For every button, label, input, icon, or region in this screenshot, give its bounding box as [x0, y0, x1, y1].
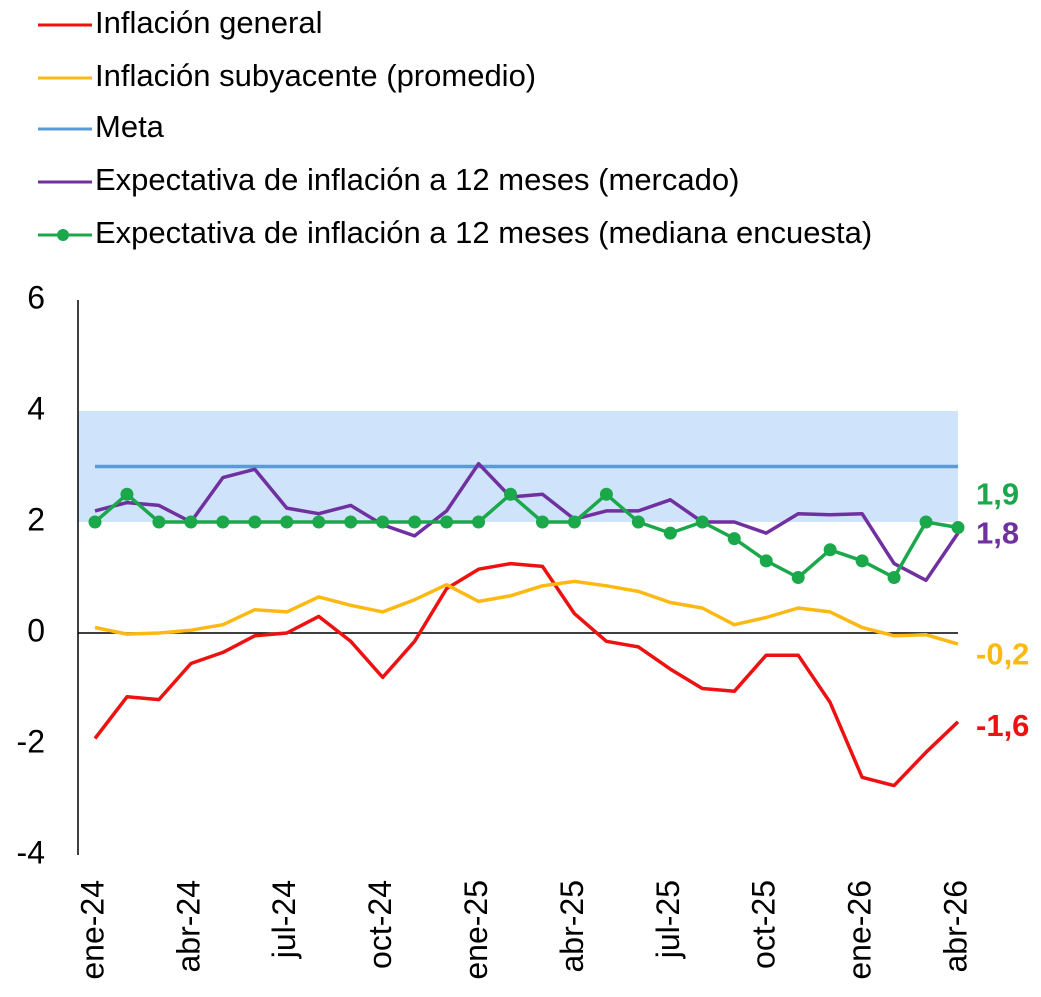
series-marker — [248, 515, 262, 529]
series-marker — [855, 554, 869, 568]
series-marker — [344, 515, 358, 529]
series-marker — [759, 554, 773, 568]
x-tick-label: abr-25 — [554, 880, 590, 973]
series-marker — [440, 515, 454, 529]
series-marker — [184, 515, 198, 529]
value-label: 1,9 — [976, 477, 1019, 512]
legend-label: Inflación subyacente (promedio) — [95, 58, 536, 93]
series-line — [93, 561, 960, 788]
series-marker — [216, 515, 230, 529]
y-tick-label: 2 — [27, 501, 45, 537]
series-marker — [472, 515, 486, 529]
series-marker — [152, 515, 166, 529]
series-marker — [535, 515, 549, 529]
series-marker — [727, 532, 741, 546]
y-tick-label: 4 — [27, 390, 45, 426]
series-marker — [823, 543, 837, 557]
legend-label: Expectativa de inflación a 12 meses (med… — [95, 215, 872, 250]
x-tick-label: jul-25 — [650, 880, 686, 959]
legend-label: Meta — [95, 109, 165, 144]
series-line — [94, 579, 959, 646]
series-marker — [599, 487, 613, 501]
series-marker — [695, 515, 709, 529]
y-tick-label: 6 — [27, 279, 45, 315]
x-tick-label: ene-24 — [74, 880, 110, 980]
series-marker — [88, 515, 102, 529]
series-marker — [887, 571, 901, 584]
series-marker — [631, 515, 645, 529]
x-tick-label: ene-25 — [458, 880, 494, 980]
series-marker — [312, 515, 326, 529]
y-tick-label: 0 — [27, 612, 45, 648]
series-marker — [280, 515, 294, 529]
y-tick-label: -2 — [17, 723, 45, 759]
y-tick-label: -4 — [17, 834, 45, 870]
series-marker — [951, 521, 965, 535]
series-line — [93, 492, 959, 580]
legend-marker — [57, 229, 69, 241]
x-tick-label: jul-24 — [266, 880, 302, 959]
legend-label: Inflación general — [95, 5, 323, 40]
x-tick-label: ene-26 — [842, 880, 878, 980]
value-label: -0,2 — [976, 636, 1029, 671]
x-tick-label: oct-24 — [362, 880, 398, 969]
series-line — [94, 461, 960, 583]
series-marker — [120, 487, 134, 501]
series-marker — [663, 526, 677, 540]
x-tick-label: abr-24 — [170, 880, 206, 973]
series-marker — [376, 515, 390, 529]
x-tick-label: abr-26 — [937, 880, 973, 973]
series-marker — [408, 515, 422, 529]
series-marker — [919, 515, 933, 529]
series-marker — [567, 515, 581, 529]
value-label: 1,8 — [976, 515, 1019, 550]
value-label: -1,6 — [976, 708, 1029, 743]
x-tick-label: oct-25 — [746, 880, 782, 969]
series-marker — [504, 487, 518, 501]
legend-label: Expectativa de inflación a 12 meses (mer… — [95, 162, 739, 197]
series-marker — [791, 571, 805, 584]
